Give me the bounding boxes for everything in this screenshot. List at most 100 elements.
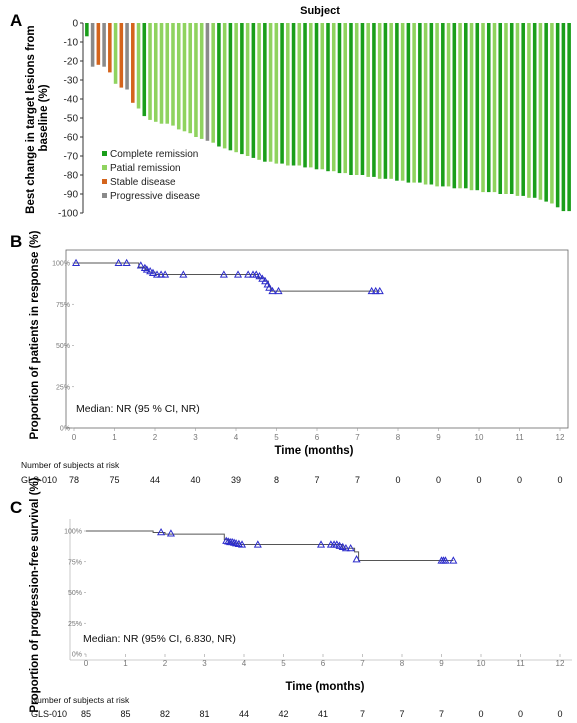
chart-b-y-ticks: 0% 25% 50% 75% 100% <box>52 261 74 433</box>
chart-b-risk-value: 0 <box>476 475 481 485</box>
chart-a-bar <box>240 23 244 155</box>
chart-b-censor-mark <box>136 261 145 269</box>
chart-a-bar <box>521 23 525 196</box>
chart-b-risk-value: 0 <box>395 475 400 485</box>
chart-a-bar <box>251 23 256 158</box>
chart-b-censor-mark <box>179 270 188 278</box>
chart-a-bar <box>406 23 411 183</box>
chart-a-legend: Complete remission Patial remission Stable… <box>102 149 200 202</box>
chart-b-x-tick-label: 0 <box>72 433 77 442</box>
chart-a-y-tick-label: -60 <box>64 133 79 144</box>
chart-a-bars <box>85 23 571 212</box>
chart-b-y-tick-label: 50% <box>56 343 70 350</box>
chart-a-ylabel: Best change in target lesions from basel… <box>25 22 50 214</box>
chart-b-x-tick-label: 6 <box>315 433 320 442</box>
chart-a-bar <box>102 23 106 67</box>
chart-b-x-tick-label: 4 <box>234 433 239 442</box>
chart-a-bar <box>481 23 485 193</box>
chart-b-censor-mark <box>268 286 277 295</box>
chart-b-curve <box>71 258 384 295</box>
panel-label-b: B <box>10 232 22 251</box>
chart-c-risk-value: 0 <box>478 709 483 719</box>
chart-a-bar <box>303 23 307 168</box>
chart-a-bar <box>297 23 302 166</box>
chart-a-bar <box>108 23 112 73</box>
chart-a-y-tick-label: -70 <box>64 152 79 163</box>
chart-c-risk-header: Number of subjects at risk <box>31 695 130 705</box>
chart-b-risk-values: 78 75 44 40 39 8 7 7 0 0 0 0 0 <box>69 475 563 485</box>
chart-a-y-tick-label: -50 <box>64 114 79 125</box>
chart-c-risk-value: 85 <box>81 709 91 719</box>
chart-a-bar <box>372 23 376 177</box>
chart-a-bar <box>320 23 325 170</box>
chart-a-legend-label: Complete remission <box>110 149 198 160</box>
chart-b-x-tick-label: 12 <box>556 433 565 442</box>
chart-c-x-tick-label: 11 <box>516 659 525 668</box>
chart-b-censor-mark <box>375 286 384 295</box>
chart-a-bar <box>550 23 554 204</box>
chart-a-bar <box>475 23 480 191</box>
chart-c-risk-row-label: GLS-010 <box>31 709 67 719</box>
chart-b-annotation: Median: NR (95 % CI, NR) <box>76 403 200 415</box>
chart-b-xlabel: Time (months) <box>274 445 353 457</box>
chart-b-censor-mark <box>258 274 267 282</box>
chart-a-bar <box>96 23 101 65</box>
chart-a-bar <box>314 23 319 170</box>
chart-c-y-tick-label: 50% <box>68 590 82 597</box>
chart-c-x-tick-label: 3 <box>202 659 207 668</box>
chart-c-censor-mark <box>166 529 175 537</box>
chart-c-curve <box>86 528 458 564</box>
chart-a-legend-label: Progressive disease <box>110 191 200 202</box>
chart-c-censor-mark <box>224 537 233 545</box>
chart-c-km-line <box>86 530 454 561</box>
chart-a-bar <box>159 23 164 124</box>
chart-c-censor-mark <box>346 543 355 552</box>
chart-c-censor-mark <box>441 556 450 564</box>
chart-b-y-tick-label: 75% <box>56 302 70 309</box>
chart-b-y-tick-label: 0% <box>60 426 70 433</box>
chart-b-x-tick-label: 3 <box>193 433 198 442</box>
chart-a-bar <box>544 23 548 202</box>
chart-a-bar <box>131 23 135 103</box>
chart-c-censor-mark <box>222 536 231 544</box>
chart-b-x-tick-label: 7 <box>355 433 360 442</box>
chart-c-risk-value: 44 <box>239 709 249 719</box>
chart-b-risk-header: Number of subjects at risk <box>21 460 120 470</box>
chart-b-censor-mark <box>219 270 228 278</box>
chart-a-bar <box>211 23 215 143</box>
chart-c-x-tick-label: 2 <box>163 659 168 668</box>
chart-a-bar <box>418 23 422 183</box>
chart-a-bar <box>360 23 365 175</box>
chart-b-risk-value: 0 <box>517 475 522 485</box>
chart-a-y-tick-label: -10 <box>64 38 79 49</box>
chart-a-bar <box>349 23 353 175</box>
chart-a-legend-label: Stable disease <box>110 177 176 188</box>
chart-c-risk-value: 85 <box>120 709 130 719</box>
chart-a-bar <box>171 23 175 126</box>
chart-a-bar <box>366 23 370 177</box>
chart-a-bar <box>308 23 313 168</box>
chart-b-censor-mark <box>265 283 274 291</box>
chart-a-bar <box>142 23 147 117</box>
chart-c-xlabel: Time (months) <box>285 681 364 693</box>
chart-c-censor-mark <box>449 556 458 564</box>
chart-c-y-tick-label: 0% <box>72 652 82 659</box>
chart-a-legend-swatch <box>102 179 107 184</box>
waterfall-chart: Subject Best change in target lesions fr… <box>25 5 571 220</box>
chart-b-ylabel: Proportion of patients in response (%) <box>29 230 41 439</box>
chart-c-x-tick-label: 10 <box>477 659 486 668</box>
chart-c-x-ticks: 0 1 2 3 4 5 6 7 8 9 10 11 12 <box>84 654 565 668</box>
panel-label-c: C <box>10 498 22 517</box>
chart-b-x-tick-label: 1 <box>112 433 117 442</box>
chart-c-y-tick-label: 25% <box>68 621 82 628</box>
chart-a-bar <box>113 23 118 84</box>
chart-b-frame <box>65 249 569 429</box>
chart-c-y-tick-label: 75% <box>68 559 82 566</box>
chart-a-bar <box>400 23 405 181</box>
chart-b-censor-mark <box>122 258 131 267</box>
chart-c-risk-value: 42 <box>278 709 288 719</box>
chart-b-risk-value: 44 <box>150 475 160 485</box>
chart-a-bar <box>389 23 393 179</box>
chart-b-censor-mark <box>152 270 162 278</box>
